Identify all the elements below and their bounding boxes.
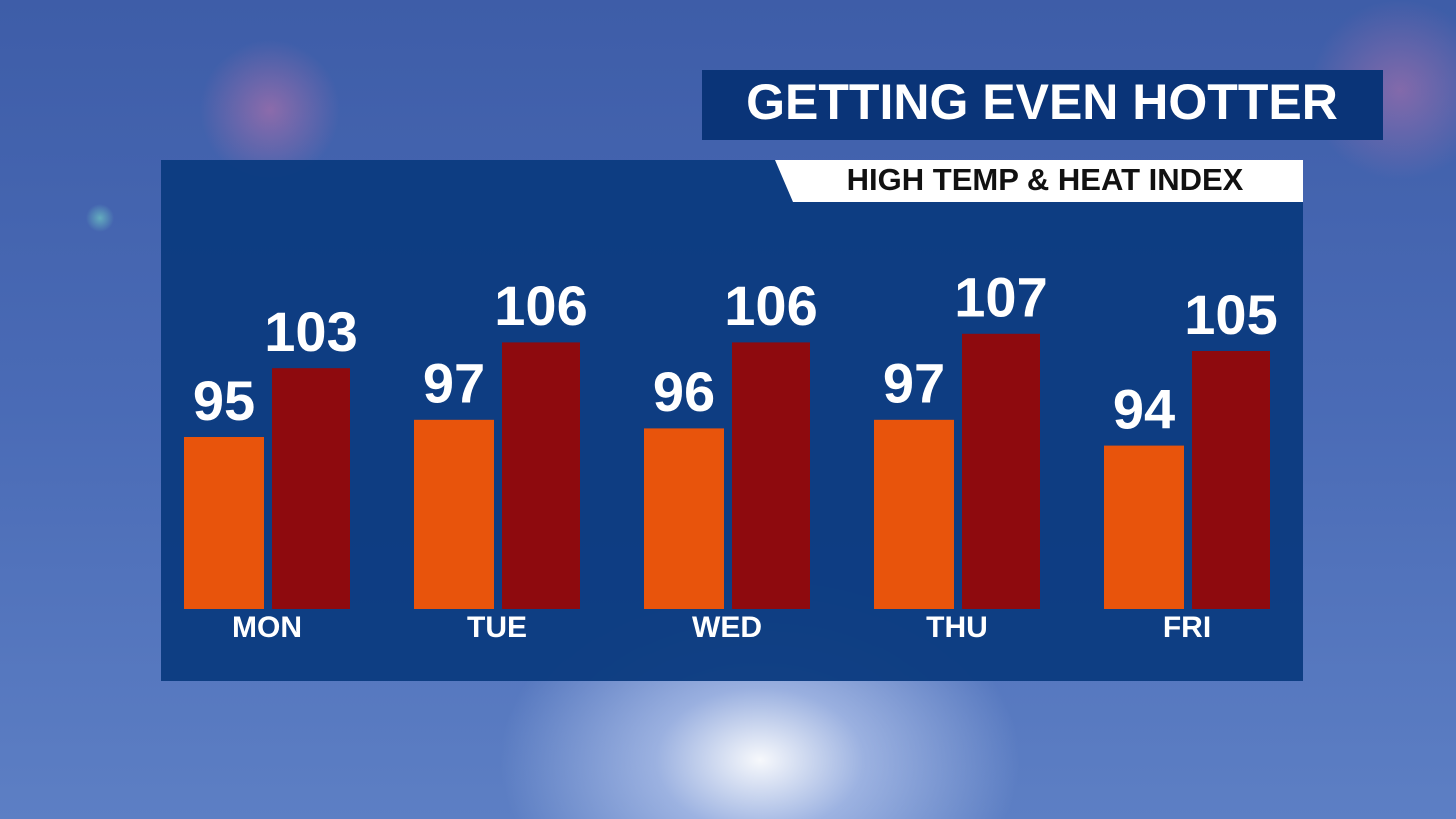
x-tick-label: THU (926, 611, 988, 644)
bar (272, 368, 350, 609)
value-label: 103 (264, 300, 357, 363)
value-label: 106 (724, 274, 817, 337)
x-tick-label: TUE (467, 611, 527, 644)
value-label: 95 (193, 369, 255, 432)
value-label: 106 (494, 274, 587, 337)
value-label: 97 (423, 352, 485, 415)
value-label: 97 (883, 352, 945, 415)
bar (1192, 351, 1270, 609)
value-label: 105 (1184, 283, 1277, 346)
x-tick-label: MON (232, 611, 302, 644)
chart-title: GETTING EVEN HOTTER (746, 74, 1338, 130)
title-box (702, 70, 1383, 140)
bar (644, 428, 724, 609)
bar (874, 419, 954, 609)
bar (962, 333, 1040, 609)
x-tick-label: FRI (1163, 611, 1211, 644)
bar (502, 342, 580, 609)
bar (184, 437, 264, 609)
value-label: 96 (653, 360, 715, 423)
bar (732, 342, 810, 609)
x-tick-label: WED (692, 611, 762, 644)
subtitle-box (775, 160, 1303, 202)
value-label: 107 (954, 266, 1047, 329)
chart-subtitle: HIGH TEMP & HEAT INDEX (847, 162, 1244, 197)
bar (1104, 445, 1184, 609)
bar (414, 419, 494, 609)
value-label: 94 (1113, 377, 1175, 440)
